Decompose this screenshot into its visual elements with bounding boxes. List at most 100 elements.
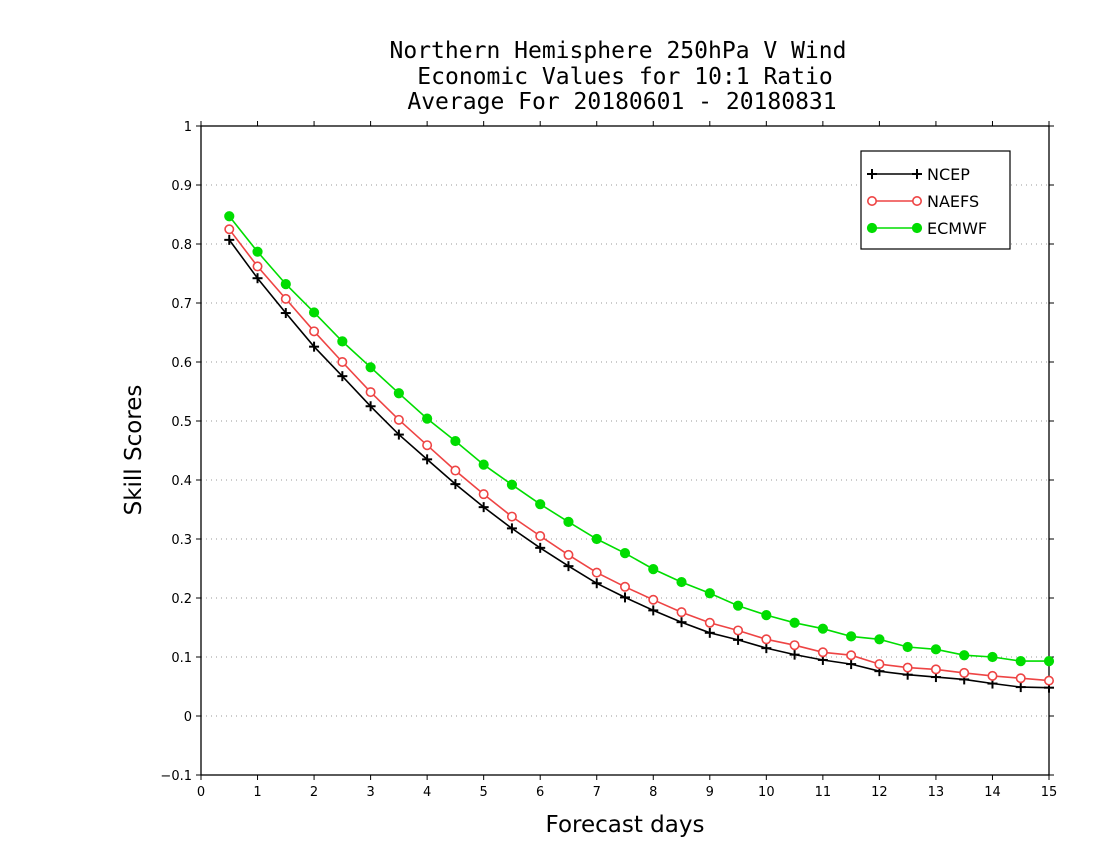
data-point <box>280 308 291 319</box>
series-layer <box>224 211 1055 693</box>
data-point <box>761 634 772 645</box>
data-point <box>704 617 715 628</box>
y-tick-label: 0.2 <box>171 592 192 607</box>
y-tick-label: 0.4 <box>171 474 192 489</box>
y-tick-label: 0.9 <box>171 179 192 194</box>
data-point <box>911 222 923 234</box>
data-point <box>874 659 885 670</box>
y-tick-label: 0.3 <box>171 533 192 548</box>
series-line <box>228 215 1049 662</box>
data-point <box>224 234 235 245</box>
data-point <box>308 307 320 318</box>
data-point <box>648 563 659 575</box>
data-point <box>280 279 291 290</box>
data-point <box>866 196 877 207</box>
data-point <box>867 169 877 179</box>
data-point <box>365 362 376 373</box>
data-point <box>874 634 885 645</box>
x-tick-label: 4 <box>423 785 431 800</box>
gridlines <box>201 184 1049 717</box>
data-point <box>1015 656 1026 667</box>
data-point <box>789 640 800 651</box>
x-tick-label: 13 <box>928 785 945 800</box>
x-tick-label: 3 <box>366 785 374 800</box>
data-point <box>648 605 659 616</box>
data-point <box>1044 675 1055 686</box>
y-axis-title: Skill Scores <box>121 385 147 516</box>
data-point <box>252 261 263 272</box>
series-line <box>228 228 1050 682</box>
data-point <box>535 499 546 510</box>
data-point <box>337 336 348 347</box>
legend-item-naefs: NAEFS <box>866 192 979 211</box>
series-line <box>228 239 1050 689</box>
data-point <box>620 592 630 603</box>
series-naefs <box>224 224 1055 686</box>
x-tick-label: 5 <box>480 785 488 800</box>
data-point <box>506 479 518 490</box>
data-point <box>393 414 404 425</box>
y-tick-label: 0.1 <box>171 651 192 666</box>
data-point <box>365 387 376 398</box>
y-tick-label: 0.6 <box>171 356 192 371</box>
x-tick-label: 10 <box>758 785 775 800</box>
legend-item-ncep: NCEP <box>867 165 970 184</box>
data-point <box>987 670 998 681</box>
data-point <box>506 511 517 522</box>
data-point <box>478 489 489 500</box>
data-point <box>563 561 574 572</box>
data-point <box>535 531 546 542</box>
data-point <box>930 644 942 655</box>
x-tick-label: 12 <box>871 785 888 800</box>
data-point <box>535 542 546 553</box>
data-point <box>987 651 998 663</box>
data-point <box>704 588 715 599</box>
data-point <box>591 567 602 578</box>
data-point <box>422 454 433 465</box>
data-point <box>902 641 913 653</box>
data-point <box>817 647 828 658</box>
data-point <box>619 548 631 559</box>
x-tick-label: 1 <box>253 785 261 800</box>
axes: −0.100.10.20.30.40.50.60.70.80.910 1 2 3 4 5 6… <box>160 120 1057 800</box>
data-point <box>224 211 235 222</box>
data-point <box>422 413 433 424</box>
x-tick-label: 15 <box>1041 785 1058 800</box>
series-ncep <box>224 234 1054 693</box>
data-point <box>450 479 461 490</box>
data-point <box>866 222 878 234</box>
data-point <box>789 649 800 660</box>
data-point <box>704 627 715 638</box>
data-point <box>478 502 489 513</box>
data-point <box>337 356 348 367</box>
x-tick-label: 2 <box>310 785 318 800</box>
data-point <box>506 523 517 534</box>
data-point <box>280 293 291 304</box>
data-point <box>817 623 828 634</box>
y-tick-label: 0 <box>184 710 192 725</box>
data-point <box>619 581 630 592</box>
legend-item-ecmwf: ECMWF <box>866 219 987 238</box>
data-point <box>563 549 574 560</box>
data-point <box>337 371 348 382</box>
x-tick-label: 0 <box>197 785 205 800</box>
legend: NCEP NAEFS ECMWF <box>860 150 1011 250</box>
title-line-3: Average For 20180601 - 20180831 <box>407 89 836 115</box>
y-tick-label: 0.8 <box>171 238 192 253</box>
data-point <box>676 617 687 628</box>
data-point <box>365 401 376 412</box>
x-tick-label: 11 <box>815 785 832 800</box>
title-line-2: Economic Values for 10:1 Ratio <box>417 64 832 90</box>
chart-title: Northern Hemisphere 250hPa V Wind Econom… <box>390 38 847 115</box>
x-tick-label: 14 <box>984 785 1001 800</box>
y-tick-label: −0.1 <box>160 769 192 784</box>
data-point <box>450 465 461 476</box>
data-point <box>393 429 404 440</box>
legend-label: NCEP <box>927 165 970 184</box>
legend-label: ECMWF <box>927 219 987 238</box>
data-point <box>478 459 489 470</box>
data-point <box>591 533 602 545</box>
data-point <box>224 224 235 235</box>
data-point <box>733 625 744 636</box>
